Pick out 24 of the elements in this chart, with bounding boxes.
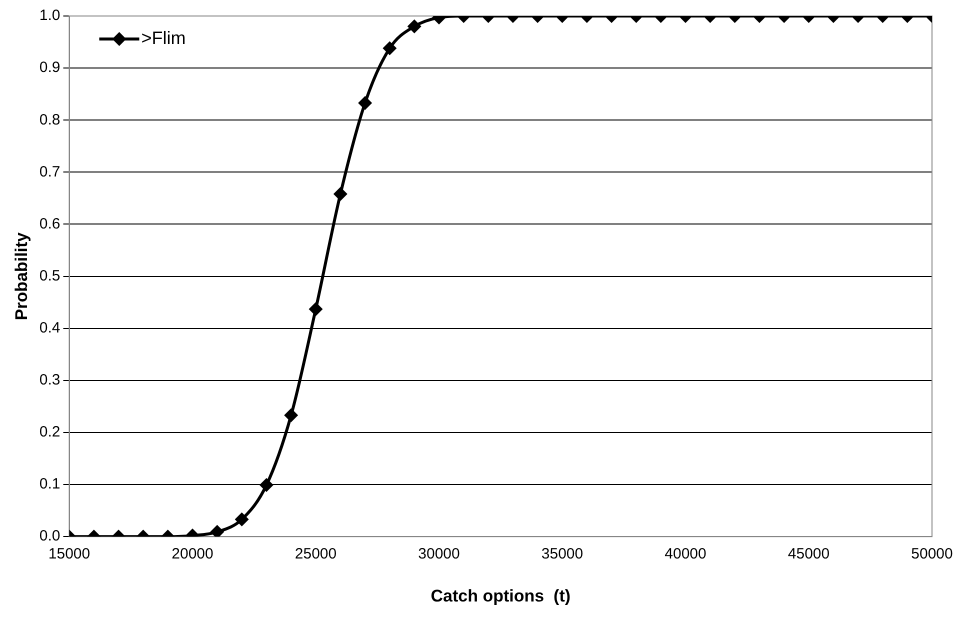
y-tick-label: 0.0 <box>39 528 60 545</box>
y-tick-label: 1.0 <box>39 7 60 24</box>
y-tick-label: 0.3 <box>39 372 60 389</box>
x-axis-title: Catch options (t) <box>430 586 571 606</box>
x-tick-label: 30000 <box>418 546 460 563</box>
x-tick-label: 50000 <box>911 546 953 563</box>
point <box>333 187 348 202</box>
y-tick-label: 0.6 <box>39 215 60 232</box>
y-tick-label: 0.1 <box>39 476 60 493</box>
y-tick-label: 0.5 <box>39 267 60 284</box>
x-tick-label: 20000 <box>172 546 214 563</box>
point <box>308 302 323 316</box>
y-axis-title: Probability <box>12 232 31 320</box>
y-tick-label: 0.7 <box>39 163 60 180</box>
x-tick-label: 35000 <box>541 546 584 563</box>
y-tick-label: 0.2 <box>39 424 60 441</box>
x-tick-label: 40000 <box>664 546 706 563</box>
y-tick-label: 0.4 <box>39 320 60 336</box>
y-tick-label: 0.8 <box>39 111 60 128</box>
y-tick-label: 0.9 <box>39 59 60 76</box>
x-tick-label: 25000 <box>294 546 337 563</box>
x-tick-label: 45000 <box>788 546 830 563</box>
legend-label: >Flim <box>141 28 186 48</box>
x-tick-label: 15000 <box>48 546 90 563</box>
